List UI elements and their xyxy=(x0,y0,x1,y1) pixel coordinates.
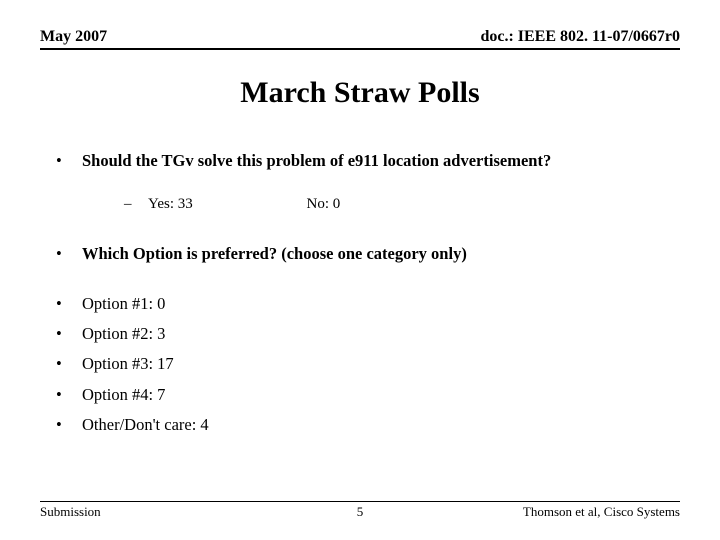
question-1-result: Yes: 33 No: 0 xyxy=(40,194,680,214)
footer-page-number: 5 xyxy=(40,504,680,520)
options-list: Option #1: 0 Option #2: 3 Option #3: 17 … xyxy=(40,293,680,436)
header-doc: doc.: IEEE 802. 11-07/0667r0 xyxy=(480,28,680,46)
option-item: Option #1: 0 xyxy=(40,293,680,315)
header-date: May 2007 xyxy=(40,28,107,46)
page-title: March Straw Polls xyxy=(40,76,680,110)
question-1: Should the TGv solve this problem of e91… xyxy=(40,150,680,172)
option-item: Option #2: 3 xyxy=(40,323,680,345)
question-2: Which Option is preferred? (choose one c… xyxy=(40,243,680,265)
option-item: Option #4: 7 xyxy=(40,384,680,406)
footer-rule xyxy=(40,501,680,502)
content: Should the TGv solve this problem of e91… xyxy=(40,150,680,436)
footer: Submission 5 Thomson et al, Cisco System… xyxy=(40,501,680,520)
header: May 2007 doc.: IEEE 802. 11-07/0667r0 xyxy=(40,28,680,50)
option-item: Other/Don't care: 4 xyxy=(40,414,680,436)
option-item: Option #3: 17 xyxy=(40,353,680,375)
no-result: No: 0 xyxy=(307,194,341,214)
yes-result: Yes: 33 xyxy=(148,194,193,214)
